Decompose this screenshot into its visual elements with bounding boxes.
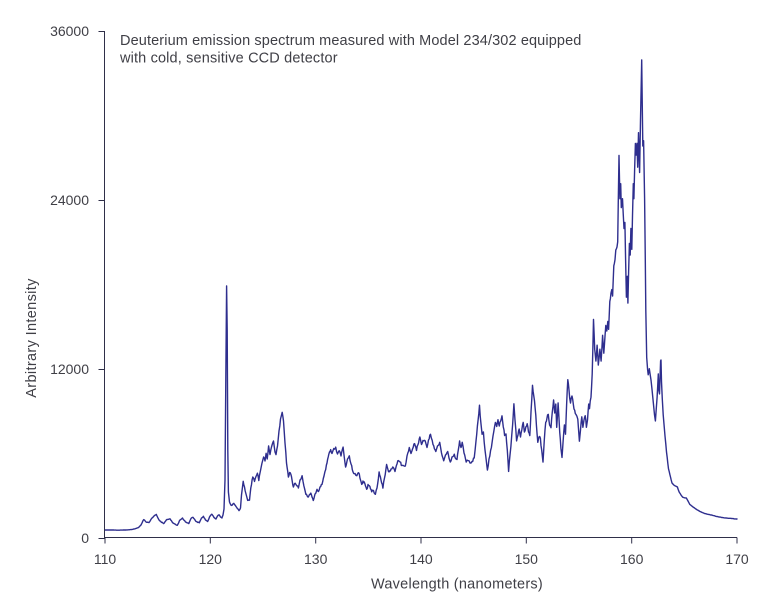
svg-text:110: 110 (94, 551, 117, 567)
svg-text:12000: 12000 (50, 361, 89, 377)
svg-text:140: 140 (409, 551, 433, 567)
svg-text:24000: 24000 (50, 192, 89, 208)
svg-text:120: 120 (199, 551, 223, 567)
svg-text:Deuterium emission spectrum me: Deuterium emission spectrum measured wit… (120, 33, 581, 49)
svg-text:36000: 36000 (50, 23, 89, 39)
svg-text:0: 0 (81, 530, 89, 546)
svg-text:Arbitrary Intensity: Arbitrary Intensity (24, 278, 40, 398)
svg-text:170: 170 (725, 551, 749, 567)
svg-text:with cold, sensitive CCD detec: with cold, sensitive CCD detector (119, 51, 338, 67)
svg-text:150: 150 (515, 551, 539, 567)
svg-text:130: 130 (304, 551, 328, 567)
svg-text:160: 160 (620, 551, 644, 567)
svg-text:Wavelength (nanometers): Wavelength (nanometers) (371, 577, 543, 593)
